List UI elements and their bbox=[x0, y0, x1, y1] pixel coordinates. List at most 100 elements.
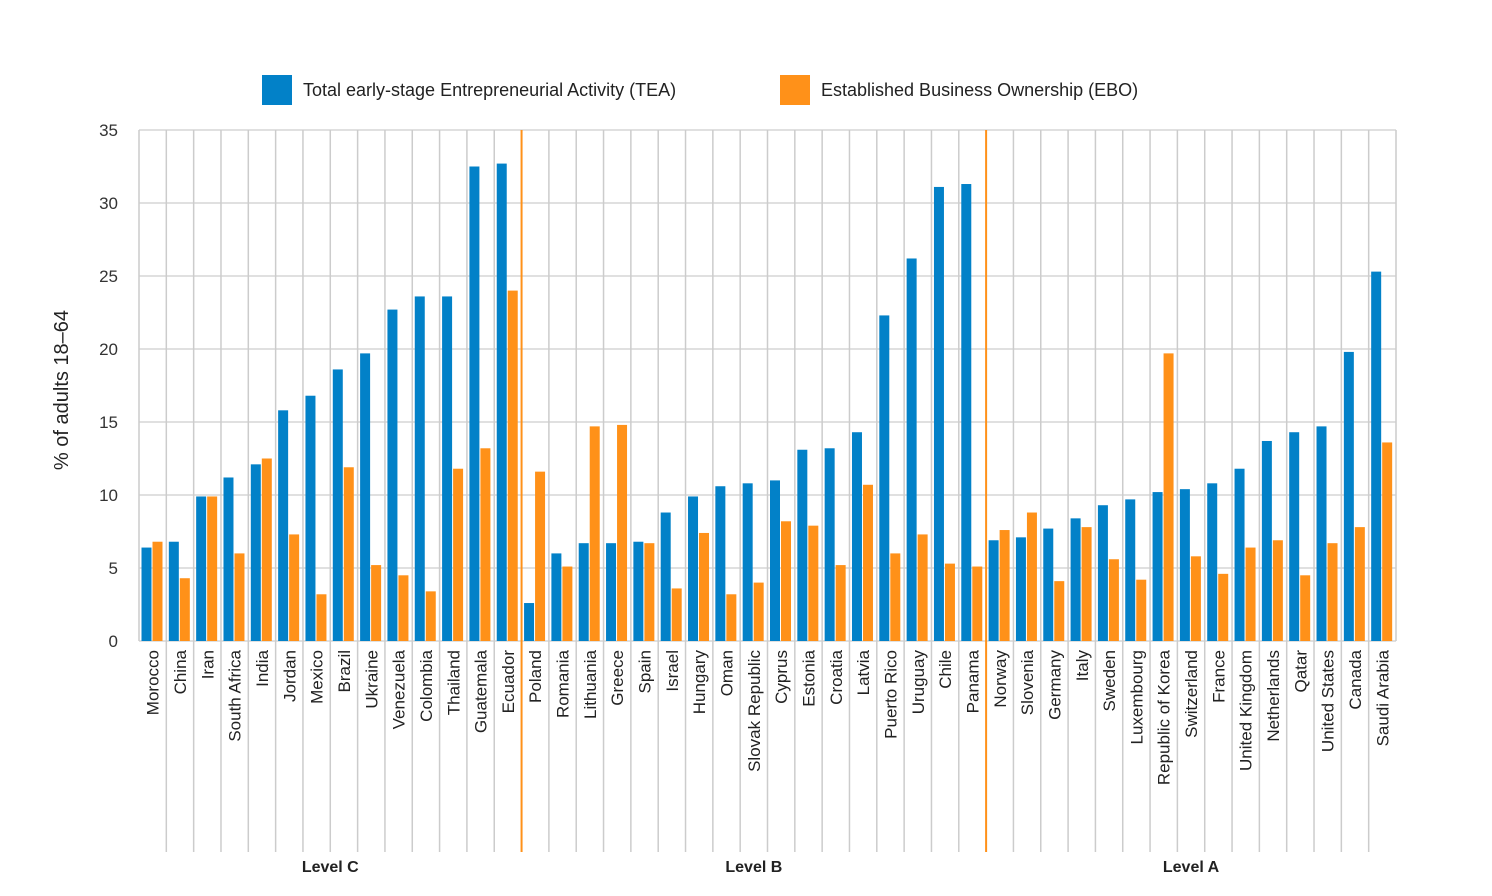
x-tick-label: China bbox=[171, 649, 190, 694]
legend-label-ebo: Established Business Ownership (EBO) bbox=[821, 79, 1139, 100]
bar-ebo-venezuela bbox=[398, 575, 409, 641]
x-tick-label: Ecuador bbox=[499, 650, 518, 714]
bar-ebo-israel bbox=[671, 588, 682, 641]
bar-tea-chile bbox=[933, 186, 944, 641]
group-label: Level C bbox=[302, 859, 359, 876]
bar-tea-germany bbox=[1043, 528, 1054, 641]
bar-tea-puerto-rico bbox=[879, 315, 890, 641]
bar-tea-estonia bbox=[797, 449, 808, 641]
y-axis-label: % of adults 18–64 bbox=[51, 310, 73, 470]
x-tick-label: Oman bbox=[718, 650, 737, 696]
bar-ebo-slovak-republic bbox=[753, 582, 764, 641]
bar-ebo-panama bbox=[972, 566, 983, 641]
bar-ebo-latvia bbox=[862, 484, 873, 641]
legend-item-tea: Total early-stage Entrepreneurial Activi… bbox=[262, 75, 676, 105]
bar-tea-slovenia bbox=[1015, 537, 1026, 641]
bar-tea-colombia bbox=[414, 296, 425, 641]
x-tick-label: Croatia bbox=[827, 649, 846, 704]
x-tick-label: Iran bbox=[198, 650, 217, 679]
x-tick-label: South Africa bbox=[226, 649, 245, 741]
bar-tea-sweden bbox=[1097, 505, 1108, 641]
x-tick-label: Israel bbox=[663, 650, 682, 692]
bar-ebo-colombia bbox=[425, 591, 436, 641]
bar-tea-jordan bbox=[278, 410, 289, 641]
bar-tea-norway bbox=[988, 540, 999, 641]
bar-tea-uruguay bbox=[906, 258, 917, 641]
bar-tea-switzerland bbox=[1179, 489, 1190, 641]
bar-tea-qatar bbox=[1289, 432, 1300, 641]
bar-tea-venezuela bbox=[387, 309, 398, 641]
bar-tea-lithuania bbox=[578, 543, 589, 641]
x-tick-label: Lithuania bbox=[581, 649, 600, 719]
x-tick-label: Canada bbox=[1346, 649, 1365, 709]
x-tick-label: Poland bbox=[526, 650, 545, 703]
bar-tea-south-africa bbox=[223, 477, 234, 641]
x-tick-label: India bbox=[253, 649, 272, 686]
x-tick-label: Chile bbox=[936, 650, 955, 689]
x-tick-label: Qatar bbox=[1291, 650, 1310, 693]
bar-ebo-puerto-rico bbox=[890, 553, 901, 641]
bar-tea-netherlands bbox=[1261, 440, 1272, 641]
bar-ebo-guatemala bbox=[480, 448, 491, 641]
bar-tea-morocco bbox=[141, 547, 152, 641]
bar-ebo-cyprus bbox=[781, 521, 791, 641]
bar-ebo-norway bbox=[999, 530, 1010, 641]
x-tick-label: Slovak Republic bbox=[745, 650, 764, 772]
x-tick-label: Guatemala bbox=[472, 649, 491, 733]
y-tick-label: 35 bbox=[99, 121, 118, 140]
bar-tea-iran bbox=[196, 496, 207, 641]
x-tick-label: Greece bbox=[608, 650, 627, 706]
x-tick-label: Slovenia bbox=[1018, 649, 1037, 715]
bar-tea-oman bbox=[715, 486, 726, 641]
bar-ebo-iran bbox=[207, 496, 218, 641]
x-tick-label: Estonia bbox=[799, 649, 818, 706]
bar-ebo-hungary bbox=[699, 532, 710, 641]
bar-tea-united-states bbox=[1316, 426, 1327, 641]
y-tick-label: 30 bbox=[99, 194, 118, 213]
x-tick-label: Romania bbox=[554, 649, 573, 718]
bar-tea-united-kingdom bbox=[1234, 468, 1245, 641]
x-tick-label: Norway bbox=[991, 650, 1010, 708]
x-tick-label: Venezuela bbox=[390, 649, 409, 729]
x-tick-label: Panama bbox=[963, 649, 982, 713]
bar-ebo-greece bbox=[617, 424, 628, 641]
bar-ebo-south-africa bbox=[234, 553, 245, 641]
x-tick-label: Luxembourg bbox=[1127, 650, 1146, 745]
y-tick-label: 5 bbox=[109, 559, 118, 578]
y-tick-label: 0 bbox=[109, 632, 118, 651]
bar-ebo-canada bbox=[1354, 527, 1365, 641]
x-tick-label: Ukraine bbox=[362, 650, 381, 709]
bar-ebo-united-kingdom bbox=[1245, 547, 1256, 641]
bar-tea-spain bbox=[633, 541, 644, 641]
x-tick-label: Saudi Arabia bbox=[1373, 649, 1392, 746]
bar-tea-israel bbox=[660, 512, 671, 641]
bar-ebo-estonia bbox=[808, 525, 819, 641]
bar-tea-china bbox=[168, 541, 179, 641]
bar-tea-slovak-republic bbox=[742, 483, 753, 641]
x-tick-label: United Kingdom bbox=[1237, 650, 1256, 771]
bar-ebo-chile bbox=[944, 563, 955, 641]
x-tick-label: Uruguay bbox=[909, 650, 928, 715]
bar-ebo-poland bbox=[535, 471, 546, 641]
bar-tea-latvia bbox=[851, 432, 862, 641]
bar-tea-ecuador bbox=[496, 163, 507, 641]
x-tick-label: Switzerland bbox=[1182, 650, 1201, 738]
bar-tea-luxembourg bbox=[1125, 499, 1136, 641]
bar-ebo-uruguay bbox=[917, 534, 928, 641]
bar-ebo-spain bbox=[644, 543, 655, 641]
bar-tea-ukraine bbox=[360, 353, 371, 641]
x-tick-label: Sweden bbox=[1100, 650, 1119, 711]
bar-tea-brazil bbox=[332, 369, 343, 641]
bar-ebo-luxembourg bbox=[1136, 579, 1147, 641]
bar-ebo-germany bbox=[1054, 581, 1065, 641]
bar-ebo-lithuania bbox=[589, 426, 600, 641]
bar-ebo-croatia bbox=[835, 565, 846, 641]
bar-ebo-china bbox=[179, 578, 190, 641]
bar-ebo-jordan bbox=[289, 534, 300, 641]
bar-tea-romania bbox=[551, 553, 562, 641]
bar-tea-india bbox=[250, 464, 261, 641]
bar-tea-panama bbox=[961, 184, 972, 641]
bar-ebo-india bbox=[261, 458, 272, 641]
bar-ebo-france bbox=[1218, 573, 1229, 641]
x-tick-label: Brazil bbox=[335, 650, 354, 693]
